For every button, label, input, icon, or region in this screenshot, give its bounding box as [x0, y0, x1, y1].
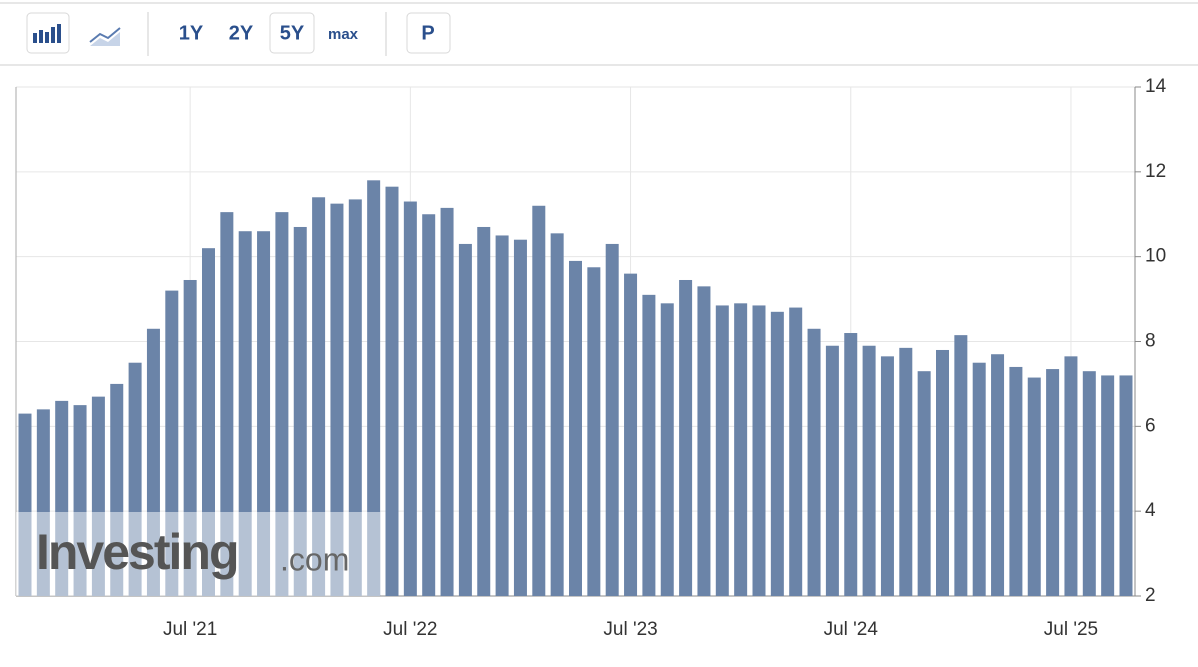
bar — [880, 356, 894, 596]
bar — [752, 305, 766, 596]
line-chart-button[interactable] — [89, 27, 121, 46]
range-button[interactable]: 2Y — [229, 22, 254, 44]
bar — [679, 279, 693, 596]
y-tick-label: 10 — [1145, 246, 1166, 267]
bar — [1046, 369, 1060, 596]
y-tick-label: 4 — [1145, 500, 1156, 521]
bar — [936, 349, 949, 596]
bar — [844, 333, 858, 596]
range-button[interactable]: max — [328, 26, 359, 43]
y-tick-label: 2 — [1145, 585, 1156, 606]
bar — [1082, 371, 1096, 596]
bar — [624, 273, 638, 596]
bar — [532, 205, 546, 596]
x-tick-label: Jul '24 — [824, 619, 879, 640]
active-button-frame — [269, 12, 315, 54]
bar — [734, 303, 748, 596]
x-tick-label: Jul '25 — [1044, 619, 1098, 640]
bar — [403, 201, 417, 596]
bar — [293, 226, 307, 596]
bar — [220, 212, 234, 597]
bar-chart-button[interactable] — [26, 12, 70, 54]
bar — [257, 231, 271, 596]
bar — [202, 248, 215, 596]
bar — [642, 294, 656, 596]
bar — [330, 203, 344, 597]
bar — [1027, 377, 1041, 596]
range-button[interactable]: 1Y — [179, 22, 204, 44]
bar — [458, 243, 472, 597]
watermark-suffix: .com — [280, 541, 349, 577]
bar — [569, 260, 582, 596]
bar — [789, 307, 803, 596]
bar — [715, 305, 729, 596]
bar — [1101, 375, 1115, 596]
bar — [697, 286, 711, 596]
bar — [605, 243, 619, 597]
bar — [312, 197, 326, 597]
bar — [899, 347, 913, 596]
bar — [972, 362, 986, 596]
y-tick-label: 12 — [1145, 161, 1166, 182]
bar — [660, 303, 674, 596]
y-tick-label: 8 — [1145, 331, 1156, 352]
bar — [917, 371, 931, 596]
bar — [550, 233, 564, 596]
bar — [440, 207, 454, 596]
p-button-frame — [406, 12, 451, 54]
bar — [367, 180, 381, 597]
x-tick-label: Jul '21 — [163, 619, 217, 640]
y-tick-label: 6 — [1145, 415, 1156, 436]
bar — [495, 235, 509, 597]
bar — [862, 345, 876, 596]
bar — [954, 335, 968, 596]
bar — [1119, 375, 1133, 596]
bar — [385, 186, 399, 596]
bar — [422, 214, 436, 596]
bar — [275, 212, 289, 597]
watermark-brand: Investing — [36, 524, 237, 580]
x-tick-label: Jul '22 — [383, 619, 437, 640]
bar — [825, 345, 839, 596]
plot-area: 2 4 6 8 10 12 14 Jul '21 Jul '22 Jul '23 Jul '24 Ju… — [15, 76, 1167, 640]
range-button[interactable]: 5Y — [280, 22, 305, 44]
bar — [238, 231, 252, 596]
p-button[interactable]: P — [421, 22, 434, 44]
bar — [1064, 356, 1078, 596]
bar — [477, 226, 491, 596]
bar — [587, 267, 601, 596]
bar — [991, 354, 1005, 596]
bar — [348, 199, 362, 596]
watermark: Investing .com — [16, 512, 380, 596]
x-tick-label: Jul '23 — [603, 619, 657, 640]
bar — [770, 311, 784, 596]
bar — [1009, 366, 1023, 596]
y-tick-label: 14 — [1145, 76, 1167, 97]
bar — [807, 328, 821, 596]
bar — [513, 239, 527, 596]
